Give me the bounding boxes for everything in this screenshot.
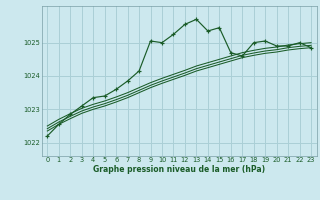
X-axis label: Graphe pression niveau de la mer (hPa): Graphe pression niveau de la mer (hPa) [93,165,265,174]
